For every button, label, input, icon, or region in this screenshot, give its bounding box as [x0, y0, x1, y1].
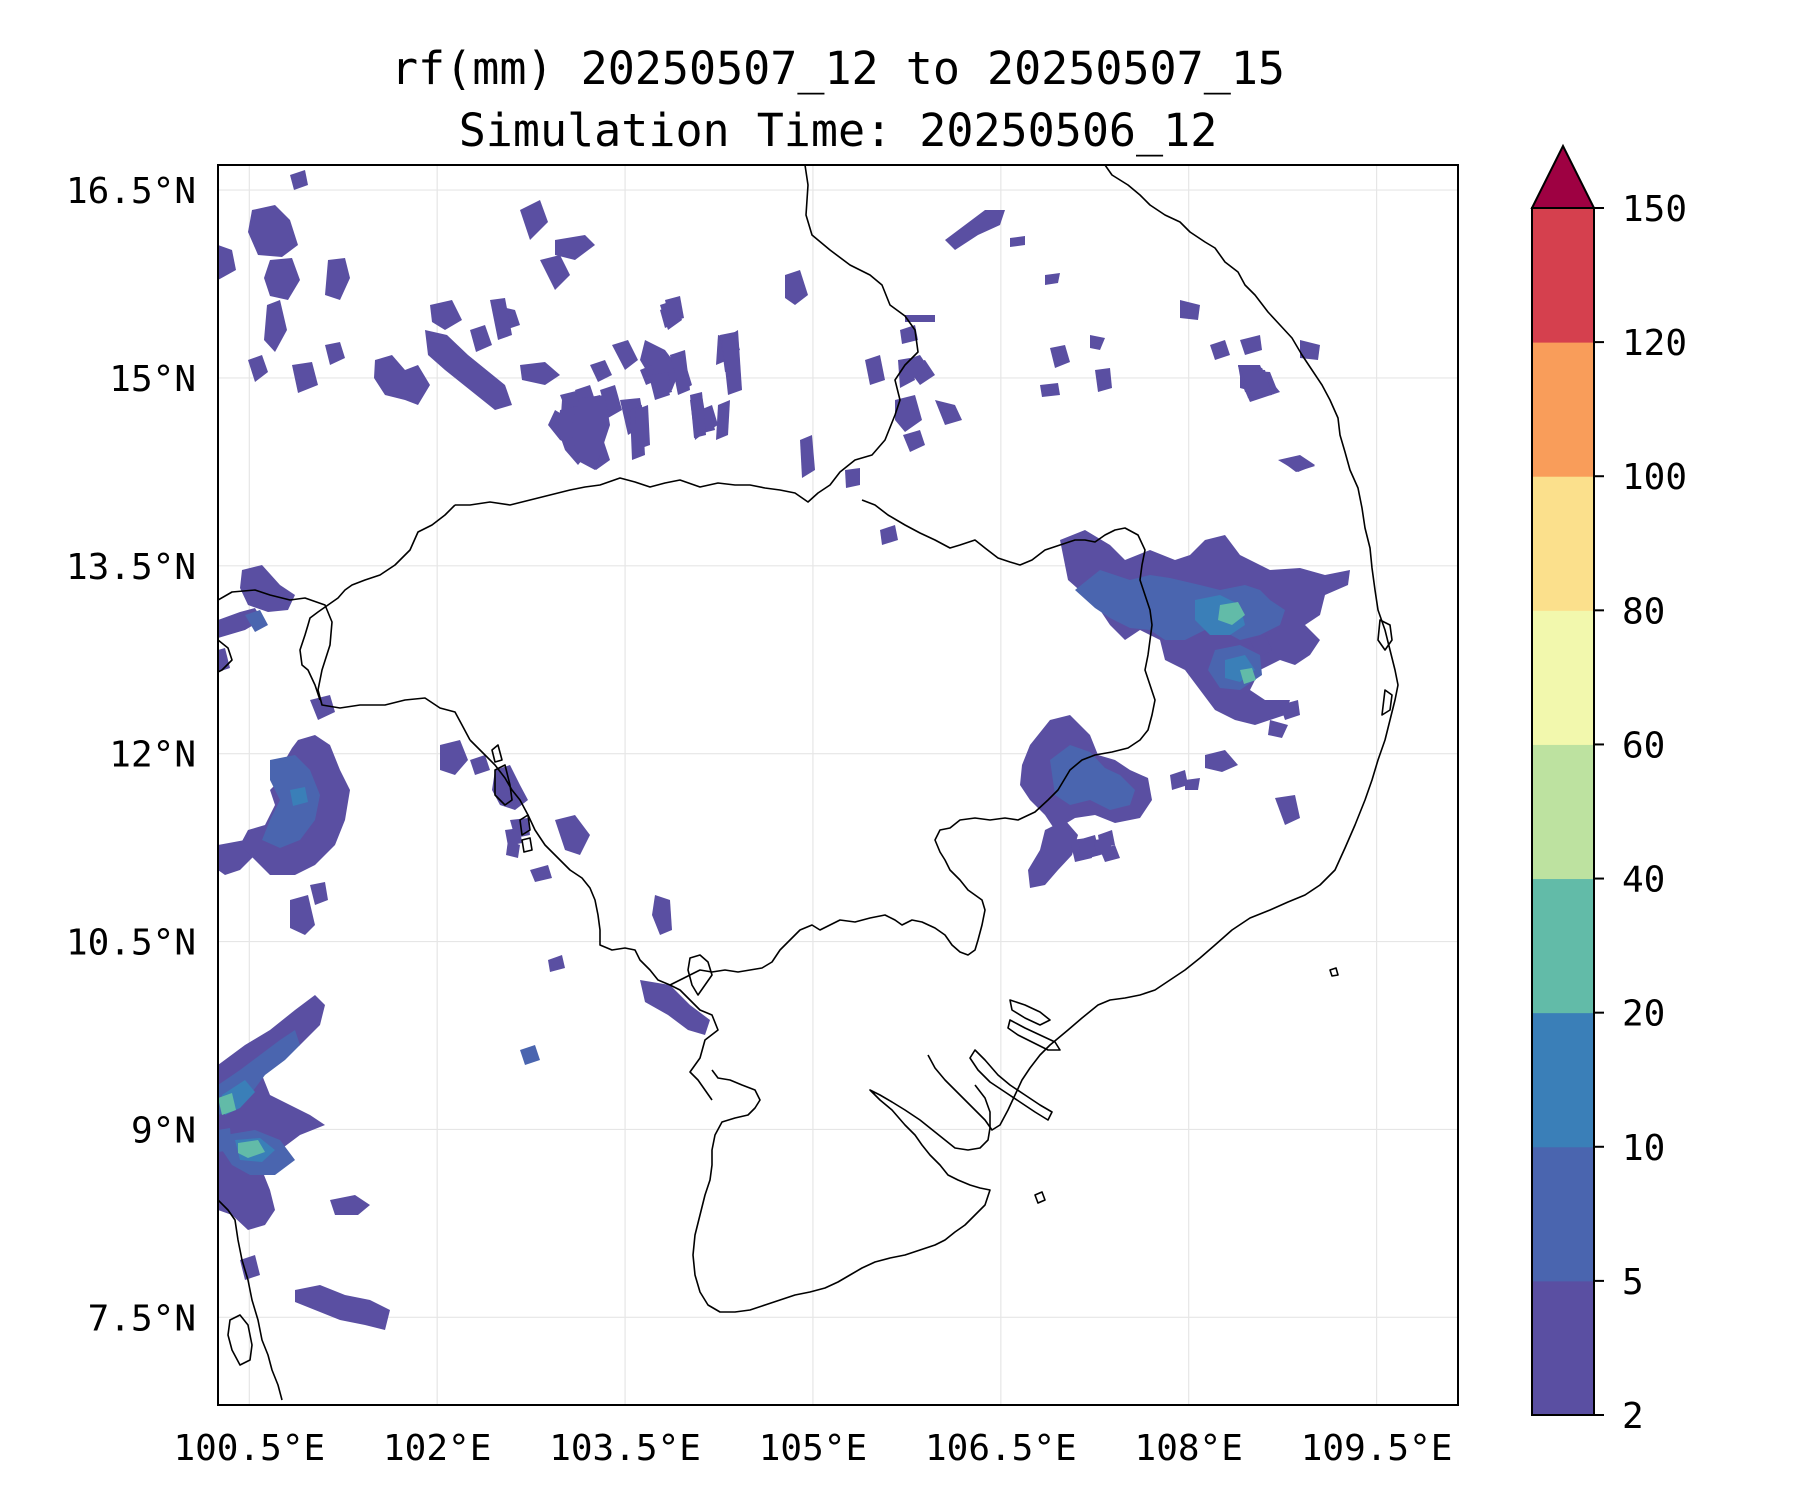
island-1	[494, 764, 513, 806]
island-4	[1329, 967, 1339, 977]
coastlines-borders	[218, 165, 1399, 1401]
mekong-branch-2	[1007, 1019, 1061, 1051]
gridlines	[218, 165, 1458, 1405]
vietnam-coast	[927, 165, 1399, 1131]
colorbar: 2 5 10 20 40 60 80 100 120 150	[1530, 143, 1687, 1437]
phu-quoc	[687, 954, 713, 996]
colorbar-segment	[1532, 610, 1594, 745]
colorbar-tick-label: 10	[1622, 1128, 1665, 1169]
lon-tick-label: 106.5°E	[925, 1428, 1077, 1469]
title-line-2: Simulation Time: 20250506_12	[458, 104, 1218, 157]
rain-level-20-40	[218, 602, 1256, 1158]
lon-tick-label: 108°E	[1135, 1428, 1243, 1469]
colorbar-tick-label: 20	[1622, 994, 1665, 1035]
lat-tick-label: 7.5°N	[88, 1298, 196, 1339]
lat-tick-label: 13.5°N	[66, 547, 196, 588]
lat-tick-label: 9°N	[131, 1110, 196, 1151]
lon-tick-label: 102°E	[383, 1428, 491, 1469]
lat-tick-labels: 16.5°N 15°N 13.5°N 12°N 10.5°N 9°N 7.5°N	[66, 171, 196, 1339]
thailand-cambodia-border	[218, 589, 471, 741]
colorbar-tick-label: 40	[1622, 860, 1665, 901]
mekong-branch-3	[1009, 999, 1051, 1026]
lon-tick-labels: 100.5°E 102°E 103.5°E 105°E 106.5°E 108°E 109.…	[173, 1428, 1452, 1469]
colorbar-tick-label: 120	[1622, 323, 1687, 364]
island-koh-kong	[491, 744, 503, 763]
gulf-of-thailand-coast	[469, 739, 719, 1101]
colorbar-segment	[1532, 208, 1594, 343]
colorbar-segment	[1532, 342, 1594, 477]
rainfall-contours	[218, 170, 1350, 1330]
cambodia-border	[299, 504, 456, 701]
map-title: rf(mm) 20250507_12 to 20250507_15 Simula…	[218, 38, 1458, 162]
colorbar-frame	[1531, 207, 1595, 1416]
vietnam-east-coast-detail-2	[1381, 689, 1393, 716]
colorbar-segment	[1532, 878, 1594, 1014]
colorbar-segment	[1532, 476, 1594, 611]
cambodia-laos-vietnam-border	[669, 499, 1156, 986]
rain-level-10-20	[222, 595, 1255, 1162]
colorbar-extend-arrow	[1530, 143, 1596, 209]
axes-frame	[217, 164, 1459, 1406]
mekong-branch-1	[969, 1049, 1053, 1121]
colorbar-segment	[1532, 1146, 1594, 1282]
island-3	[521, 837, 533, 853]
lat-tick-label: 15°N	[109, 359, 196, 400]
rain-level-2-5	[218, 170, 1350, 1330]
colorbar-tick-label: 5	[1622, 1262, 1644, 1303]
colorbar-segment	[1532, 1012, 1594, 1148]
thai-coast-west	[218, 639, 233, 673]
rain-level-5-10	[218, 570, 1285, 1175]
lat-tick-label: 10.5°N	[66, 923, 196, 964]
lon-tick-label: 103.5°E	[549, 1428, 701, 1469]
malay-peninsula-coast	[218, 1199, 283, 1401]
thailand-laos-border	[455, 165, 919, 506]
lon-tick-label: 100.5°E	[173, 1428, 325, 1469]
lon-tick-label: 109.5°E	[1301, 1428, 1453, 1469]
phuket-area	[227, 1314, 253, 1366]
colorbar-tick-label: 150	[1622, 189, 1687, 230]
lat-tick-label: 16.5°N	[66, 171, 196, 212]
island-2	[519, 814, 531, 836]
colorbar-tick-label: 80	[1622, 591, 1665, 632]
lon-tick-label: 105°E	[759, 1428, 867, 1469]
colorbar-segment	[1532, 1280, 1594, 1416]
mekong-delta-coast	[692, 1069, 991, 1313]
colorbar-segment	[1532, 744, 1594, 880]
colorbar-tick-label: 2	[1622, 1396, 1644, 1437]
title-line-1: rf(mm) 20250507_12 to 20250507_15	[390, 42, 1286, 95]
colorbar-tick-label: 60	[1622, 725, 1665, 766]
lat-tick-label: 12°N	[109, 735, 196, 776]
con-dao	[1034, 1191, 1046, 1204]
vietnam-east-coast-detail	[1377, 619, 1393, 651]
colorbar-tick-label: 100	[1622, 457, 1687, 498]
